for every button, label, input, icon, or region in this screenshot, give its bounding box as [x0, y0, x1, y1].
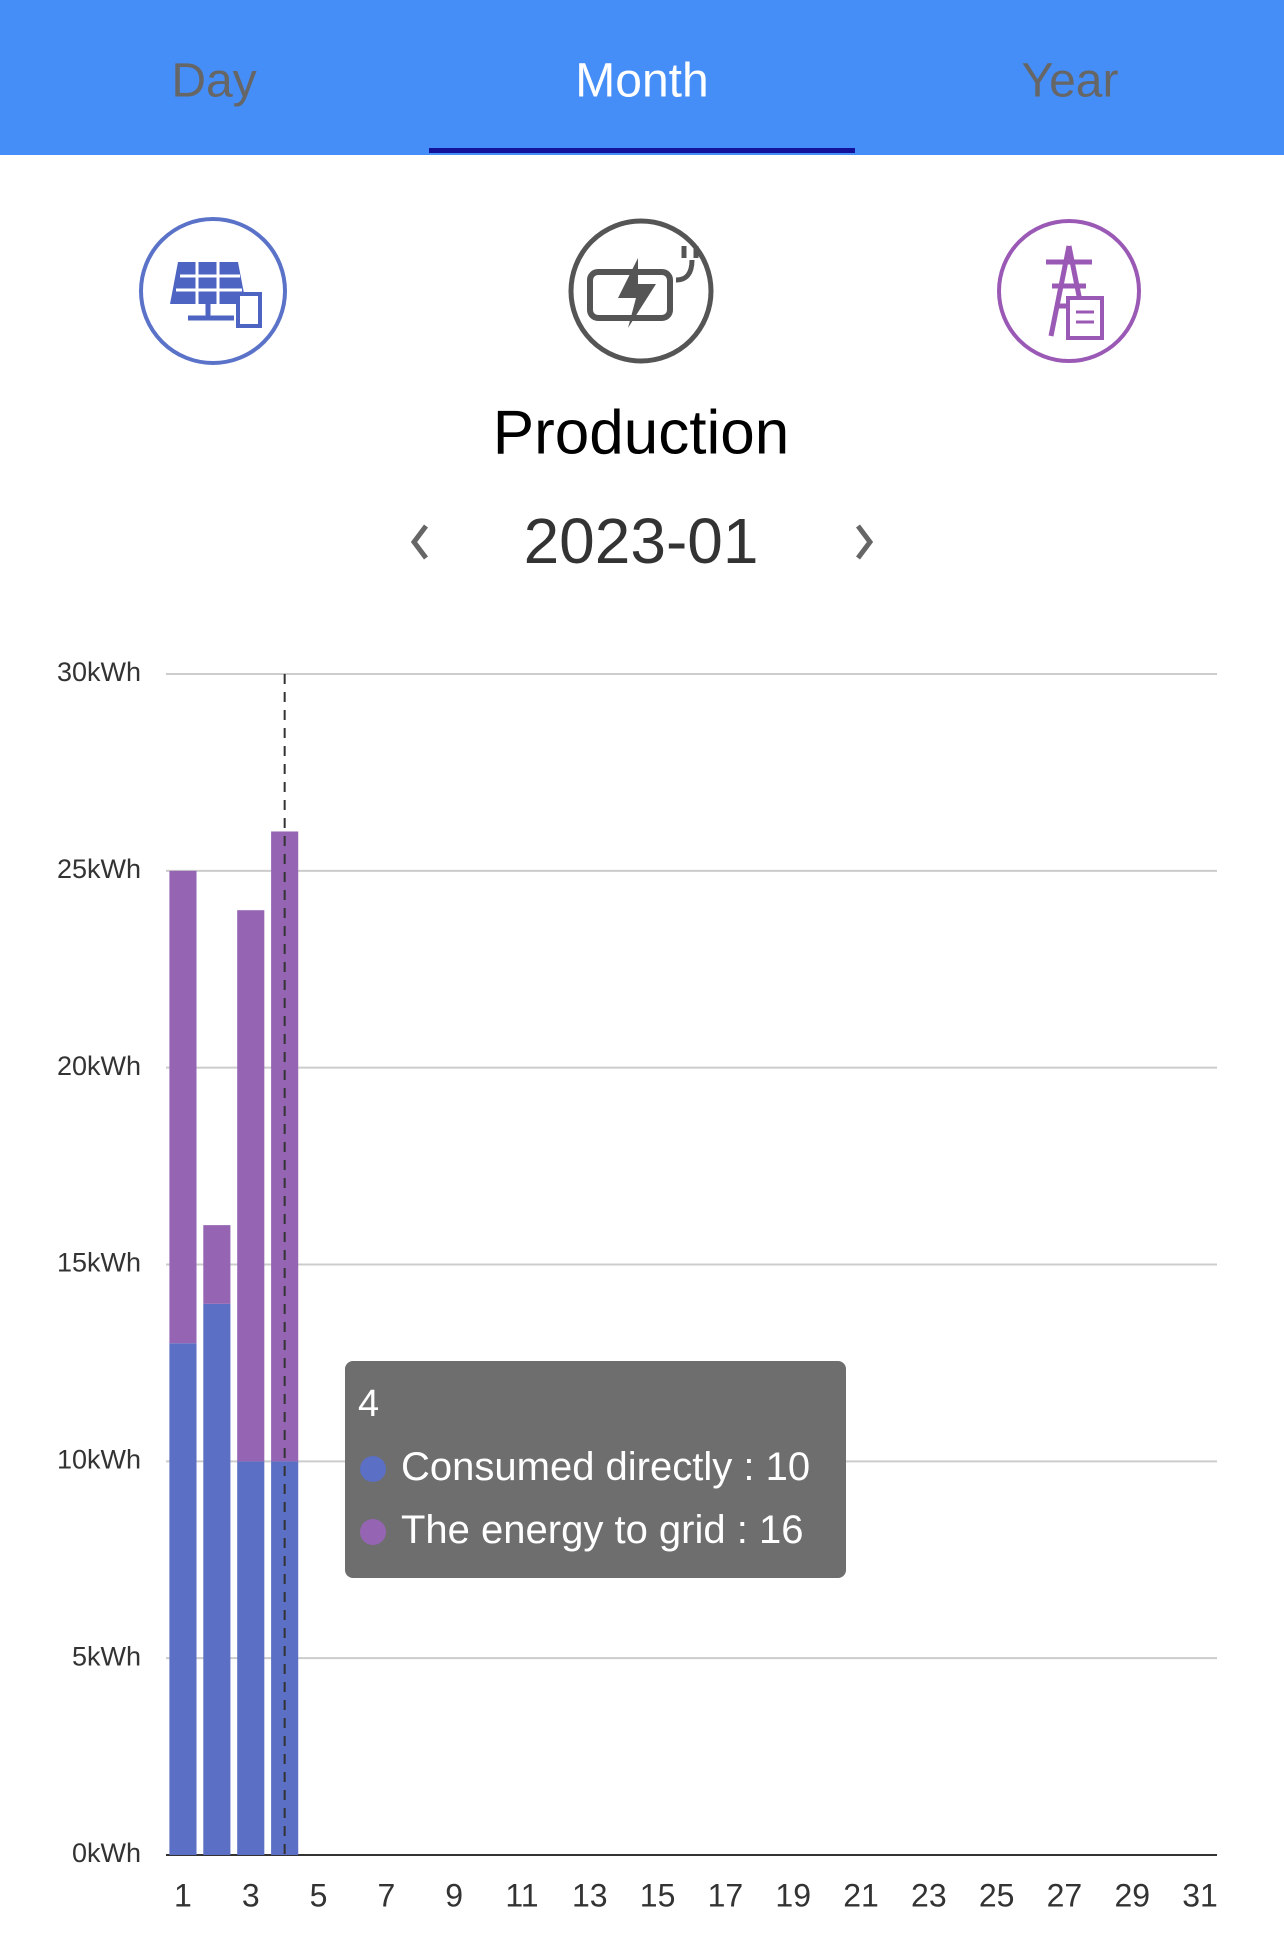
icon-battery[interactable] — [568, 218, 714, 364]
tooltip-part: : — [726, 1508, 759, 1552]
icon-grid[interactable] — [997, 219, 1141, 363]
bar-segment — [169, 1343, 197, 1855]
bar-segment — [169, 870, 197, 1344]
x-tick-label: 23 — [911, 1877, 947, 1913]
x-tick-label: 17 — [708, 1877, 744, 1913]
tooltip-part: 16 — [759, 1508, 804, 1552]
x-tick-label: 25 — [979, 1877, 1015, 1913]
x-tick-label: 3 — [242, 1877, 260, 1913]
bar-segment — [203, 1303, 231, 1855]
y-tick-label: 25kWh — [57, 854, 141, 884]
x-tick-label: 13 — [572, 1877, 608, 1913]
period: 2023-01 — [524, 505, 759, 577]
tab-indicator — [429, 148, 855, 153]
bar-segment — [237, 1461, 265, 1855]
x-tick-label: 9 — [445, 1877, 463, 1913]
tooltip-part: 10 — [766, 1445, 811, 1489]
tooltip-dot — [360, 1519, 386, 1545]
chart-title: Production — [493, 398, 789, 467]
tooltip-part: Consumed directly — [401, 1445, 732, 1489]
x-tick-label: 1 — [174, 1877, 192, 1913]
tooltip-title: 4 — [358, 1383, 379, 1425]
bar-segment — [237, 910, 265, 1462]
next-button[interactable] — [856, 524, 874, 560]
x-tick-label: 29 — [1114, 1877, 1150, 1913]
tab[interactable]: Day — [171, 55, 256, 108]
x-tick-label: 11 — [505, 1877, 538, 1913]
tab-bar — [0, 0, 1284, 155]
icon-solar[interactable] — [139, 217, 287, 365]
x-tick-label: 21 — [843, 1877, 879, 1913]
y-tick-label: 10kWh — [57, 1444, 141, 1474]
y-tick-label: 0kWh — [72, 1838, 141, 1868]
tab[interactable]: Year — [1022, 55, 1119, 108]
x-tick-label: 27 — [1047, 1877, 1083, 1913]
tooltip-line: The energy to grid : 16 — [401, 1508, 803, 1552]
y-tick-label: 30kWh — [57, 657, 141, 687]
x-tick-label: 15 — [640, 1877, 676, 1913]
tooltip-line: Consumed directly : 10 — [401, 1445, 810, 1489]
x-tick-label: 7 — [377, 1877, 395, 1913]
tooltip-part: The energy to grid — [401, 1508, 726, 1552]
prev-button[interactable] — [410, 524, 428, 560]
y-tick-label: 5kWh — [72, 1641, 141, 1671]
y-tick-label: 20kWh — [57, 1051, 141, 1081]
x-tick-label: 5 — [310, 1877, 328, 1913]
tab[interactable]: Month — [575, 55, 708, 108]
tooltip-part: : — [732, 1445, 765, 1489]
bar-segment — [203, 1225, 231, 1304]
y-tick-label: 15kWh — [57, 1248, 141, 1278]
tooltip — [345, 1361, 846, 1578]
tooltip-dot — [360, 1456, 386, 1482]
x-tick-label: 31 — [1182, 1877, 1218, 1913]
x-tick-label: 19 — [775, 1877, 811, 1913]
